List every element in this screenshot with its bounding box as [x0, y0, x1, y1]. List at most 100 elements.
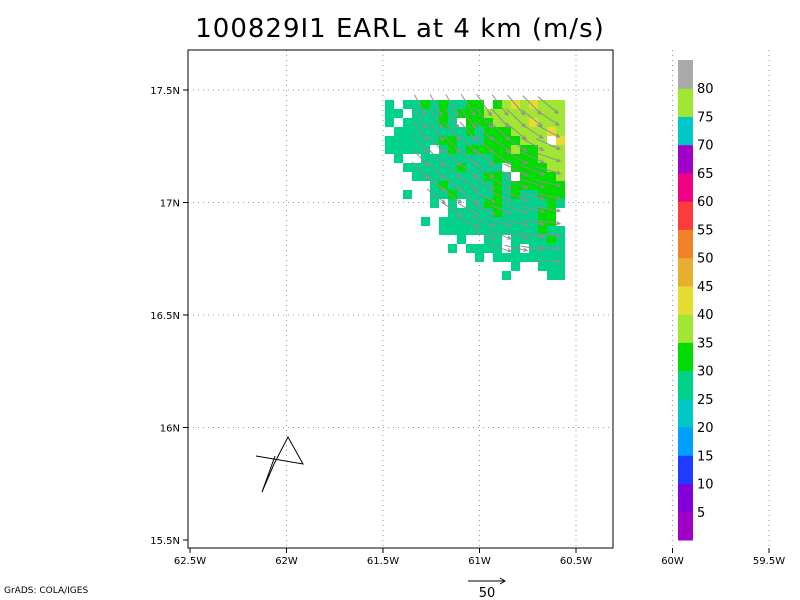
wind-vector [473, 230, 495, 240]
wind-vector [504, 177, 528, 189]
colorbar-swatch [678, 427, 693, 456]
field-cell [556, 127, 565, 136]
field-cell [448, 181, 457, 190]
wind-vector-head [504, 111, 509, 117]
colorbar-label: 40 [697, 308, 714, 323]
field-cell [484, 199, 493, 208]
track-line [255, 435, 304, 493]
field-cell [556, 226, 565, 235]
field-cell [457, 154, 466, 163]
field-cell [475, 154, 484, 163]
wind-vector [458, 162, 478, 178]
field-cell [448, 226, 457, 235]
field-cell [466, 118, 475, 127]
field-cell [538, 226, 547, 235]
colorbar-label: 70 [697, 139, 714, 154]
wind-vector-head [506, 185, 512, 190]
colorbar-label: 10 [697, 478, 714, 493]
wind-vector [520, 232, 544, 238]
wind-vector [520, 218, 544, 226]
field-cell [547, 181, 556, 190]
field-cell [520, 136, 529, 145]
field-cell [475, 127, 484, 136]
field-cell [439, 118, 448, 127]
colorbar-swatch [678, 229, 693, 259]
colorbar-swatch [678, 285, 693, 315]
field-cell [529, 235, 538, 244]
field-cell [421, 100, 430, 109]
wind-vector [473, 189, 495, 203]
field-cell [475, 244, 484, 253]
field-cell [412, 109, 421, 118]
field-cell [430, 172, 439, 181]
field-cell [502, 118, 511, 127]
wind-vector [426, 188, 446, 204]
field-cell [457, 181, 466, 190]
wind-vector [473, 216, 495, 228]
field-cell [529, 145, 538, 154]
field-cell [520, 199, 529, 208]
field-cell [547, 127, 556, 136]
field-cell [529, 208, 538, 217]
wind-vector-head [471, 123, 477, 129]
field-cell [529, 199, 538, 208]
wind-vectors [411, 94, 562, 264]
x-tick-label: 61W [468, 556, 491, 567]
colorbar-swatch [678, 314, 693, 343]
wind-vector [488, 230, 512, 240]
field-cell [547, 226, 556, 235]
wind-vector-head [538, 122, 543, 127]
field-cell [412, 136, 421, 145]
wind-vector [504, 191, 528, 201]
wind-vector-head [555, 133, 561, 138]
field-cell [511, 118, 520, 127]
field-cell [475, 217, 484, 226]
wind-vector [535, 219, 561, 225]
wind-vector [473, 203, 495, 215]
field-cell [511, 163, 520, 172]
wind-vector-head [423, 149, 428, 155]
field-cell [448, 172, 457, 181]
field-cell [466, 199, 475, 208]
wind-vector-head [489, 173, 495, 178]
wind-vector [504, 231, 528, 239]
colorbar-swatch [678, 455, 693, 485]
wind-vector-head [520, 110, 526, 116]
field-cell [421, 136, 430, 145]
wind-vector-head [539, 146, 545, 151]
field-cell [457, 208, 466, 217]
field-cell [457, 145, 466, 154]
field-cell [457, 190, 466, 199]
field-cell [475, 208, 484, 217]
wind-vector-head [537, 110, 542, 116]
wind-vector-head [523, 222, 529, 227]
wind-vector [442, 161, 462, 179]
field-cell [502, 190, 511, 199]
field-cell [484, 109, 493, 118]
colorbar-label: 75 [697, 110, 714, 125]
wind-vector [475, 107, 493, 129]
field-cell [520, 118, 529, 127]
field-cell [511, 235, 520, 244]
colorbar-swatch [678, 257, 693, 287]
field-cell [403, 127, 412, 136]
wind-vector-head [455, 123, 460, 129]
field-cell [529, 118, 538, 127]
colorbar-label: 60 [697, 195, 714, 210]
wind-vector [520, 245, 544, 251]
field-cell [547, 217, 556, 226]
colorbar-label: 55 [697, 223, 714, 238]
field-cell [466, 109, 475, 118]
field-cell [502, 199, 511, 208]
field-cell [448, 136, 457, 145]
wind-vector-head [539, 196, 545, 201]
wind-vector [442, 188, 462, 204]
field-cell [421, 118, 430, 127]
wind-vector [507, 94, 525, 116]
field-cell [475, 145, 484, 154]
field-cell [511, 226, 520, 235]
wind-vector [460, 94, 476, 116]
wind-vector-head [539, 234, 545, 239]
field-cell [547, 199, 556, 208]
